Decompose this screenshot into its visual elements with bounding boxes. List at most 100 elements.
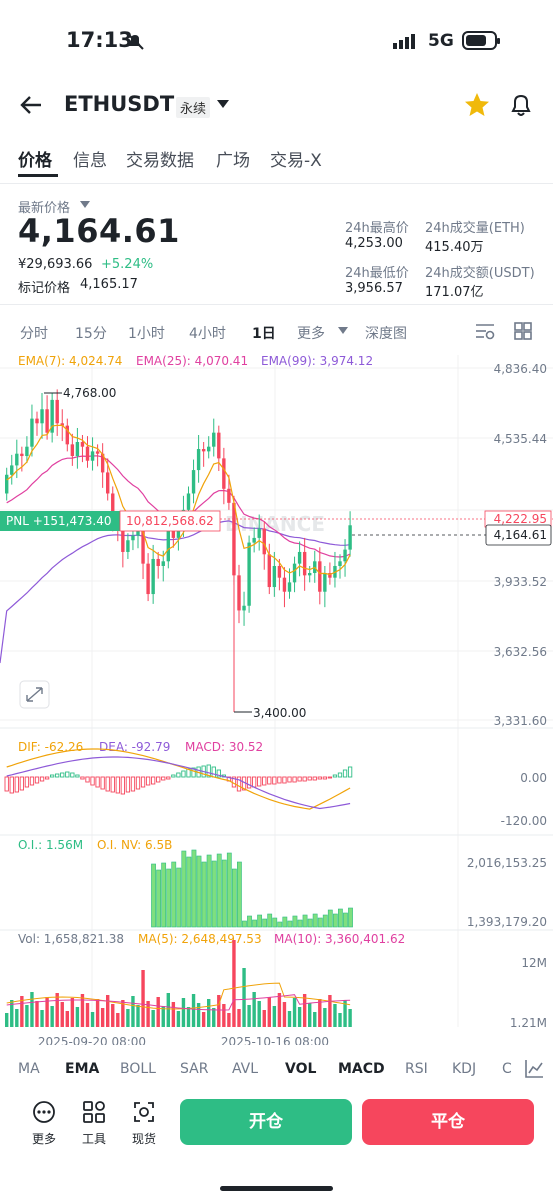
oi-bar [327, 909, 333, 928]
interval-15m[interactable]: 15分 [75, 326, 107, 342]
symbol-title[interactable]: ETHUSDT [64, 92, 175, 116]
macd-bar [19, 776, 24, 791]
close-position-button[interactable]: 平仓 [362, 1099, 534, 1145]
bottom-spot[interactable]: 现货 [124, 1100, 164, 1147]
macd-bar [267, 776, 272, 785]
indicator-kdj[interactable]: KDJ [452, 1061, 477, 1077]
pnl-tag[interactable] [0, 511, 120, 531]
interval-1d[interactable]: 1日 [252, 326, 276, 342]
volume-bar [141, 970, 145, 1027]
kline-chart[interactable]: BINANCE EMA(7): 4,024.74 EMA(25): 4,070.… [0, 345, 553, 1045]
candle-body [85, 446, 90, 461]
volume-eth-value: 415.40万 [425, 240, 484, 255]
bottom-tools[interactable]: 工具 [74, 1100, 114, 1147]
indicator-sar[interactable]: SAR [180, 1061, 209, 1077]
oi-bar [242, 920, 247, 928]
macd-bar [95, 776, 100, 788]
layout-grid-icon[interactable] [513, 321, 533, 341]
last-price-dropdown-icon[interactable] [80, 201, 90, 209]
chart-grid [0, 355, 553, 1027]
volume-bar [151, 1010, 155, 1027]
spot-swap-icon [134, 1102, 154, 1122]
indicator-more[interactable]: C [502, 1061, 512, 1077]
volume-bar [323, 1008, 327, 1027]
volume-bar [181, 998, 186, 1027]
macd-bar [39, 776, 45, 782]
macd-bar [115, 776, 120, 794]
candle-body [40, 409, 44, 424]
oi-bar [312, 913, 318, 928]
candle-body [55, 399, 59, 424]
macd-bar [257, 776, 262, 787]
candle-body [146, 563, 150, 595]
candle-body [25, 446, 29, 457]
open-interest-bars [151, 849, 353, 928]
indicator-avl[interactable]: AVL [232, 1061, 259, 1077]
volume-bar [116, 1013, 120, 1027]
oi-bar [252, 919, 257, 928]
volume-bar [85, 1003, 90, 1027]
interval-4h[interactable]: 4小时 [189, 326, 226, 342]
volume-bar [247, 1005, 251, 1027]
indicator-chart-icon[interactable] [523, 1058, 545, 1080]
tools-grid-icon [83, 1101, 105, 1123]
interval-time[interactable]: 分时 [20, 326, 48, 342]
alert-bell-icon[interactable] [509, 92, 533, 118]
macd-bar [75, 774, 80, 778]
macd-bar [312, 776, 317, 781]
oi-bar [226, 852, 232, 928]
bottom-more[interactable]: 更多 [24, 1100, 64, 1147]
oi-bar [282, 916, 288, 928]
back-arrow-icon[interactable] [20, 93, 44, 117]
price-axis-label: 4,836.40 [494, 362, 547, 376]
interval-depth[interactable]: 深度图 [365, 326, 407, 342]
chart-settings-icon[interactable] [474, 321, 496, 341]
candle-body [207, 446, 211, 452]
favorite-star-icon[interactable] [464, 92, 490, 118]
mark-price-tag: 4,222.95 [494, 512, 547, 526]
oi-legend: O.I.: 1.56M [18, 838, 83, 852]
macd-bar [150, 776, 156, 785]
current-price-value: 4,164.61 [494, 528, 547, 542]
indicator-boll[interactable]: BOLL [120, 1061, 156, 1077]
candle-body [282, 577, 287, 592]
volume-bar [50, 1006, 54, 1027]
macd-bar [14, 776, 19, 793]
tab-trade-x[interactable]: 交易-X [270, 151, 322, 171]
candle-body [318, 561, 322, 592]
volume-bar [60, 1002, 64, 1027]
indicator-vol[interactable]: VOL [285, 1061, 317, 1077]
macd-bar [156, 776, 161, 783]
ema99-line [0, 520, 351, 664]
indicator-ema[interactable]: EMA [65, 1061, 100, 1077]
volume-bar [5, 1013, 9, 1027]
open-position-button[interactable]: 开仓 [180, 1099, 352, 1145]
oi-bar [287, 920, 293, 928]
macd-bar [322, 776, 327, 780]
volume-bar [176, 1011, 181, 1027]
last-price-label[interactable]: 最新价格 [18, 201, 71, 216]
candle-body [111, 493, 115, 522]
tab-square[interactable]: 广场 [216, 151, 250, 171]
vol-axis-label: 1.21M [510, 1016, 547, 1030]
volume-bar [343, 1000, 347, 1027]
interval-more[interactable]: 更多 [297, 326, 325, 342]
macd-bar [105, 776, 110, 792]
tab-price[interactable]: 价格 [18, 151, 52, 171]
interval-1h[interactable]: 1小时 [128, 326, 165, 342]
more-dropdown-icon[interactable] [338, 327, 348, 335]
volume-bar [302, 994, 307, 1027]
symbol-dropdown-icon[interactable] [216, 99, 230, 109]
macd-bar [90, 776, 95, 786]
indicator-rsi[interactable]: RSI [405, 1061, 428, 1077]
price-axis-label: 3,331.60 [494, 714, 547, 728]
indicator-macd[interactable]: MACD [338, 1061, 385, 1077]
indicator-ma[interactable]: MA [18, 1061, 40, 1077]
volume-usdt-label: 24h成交额(USDT) [425, 266, 535, 281]
tab-info[interactable]: 信息 [73, 151, 107, 171]
macd-bar [9, 776, 14, 794]
volume-bar [90, 1012, 95, 1027]
candle-body [65, 425, 69, 445]
tab-trading-data[interactable]: 交易数据 [126, 151, 194, 171]
macd-bar [171, 774, 176, 778]
